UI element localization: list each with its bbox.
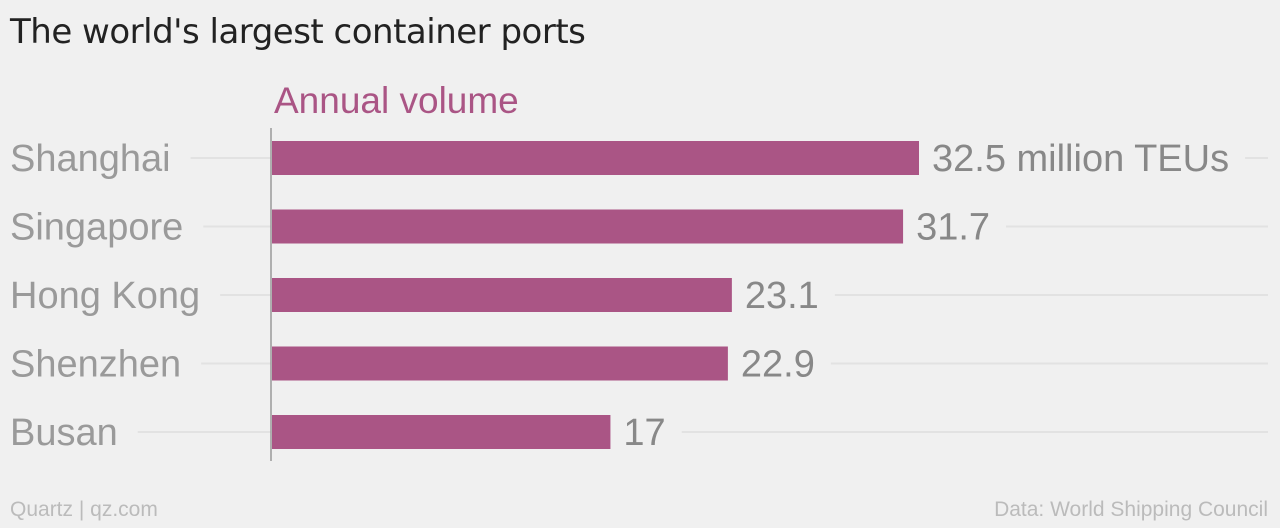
category-label: Shanghai [10,138,171,180]
category-label: Hong Kong [10,275,200,317]
bar [272,415,611,449]
value-label: 31.7 [916,207,990,249]
value-label: 22.9 [741,344,815,386]
chart-subtitle: Annual volume [274,80,519,121]
bar [272,346,728,381]
bar [272,141,919,175]
category-label: Singapore [10,207,183,249]
value-label: 32.5 million TEUs [932,138,1229,180]
category-label: Shenzhen [10,344,181,386]
category-label: Busan [10,412,118,454]
bar [272,278,732,312]
chart-title: The world's largest container ports [10,12,586,52]
value-label: 23.1 [745,275,819,317]
bar [272,209,904,244]
footer-source-credit: Quartz | qz.com [10,498,158,521]
footer-data-credit: Data: World Shipping Council [994,498,1268,521]
value-label: 17 [623,412,665,454]
